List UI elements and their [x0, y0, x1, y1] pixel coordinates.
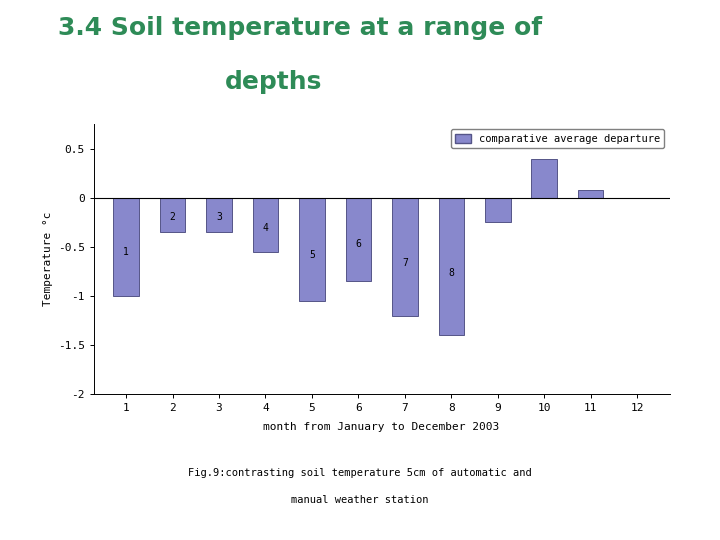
- Text: depths: depths: [225, 70, 323, 94]
- Text: 1: 1: [123, 247, 129, 257]
- Text: 4: 4: [263, 222, 269, 233]
- Text: 8: 8: [449, 268, 454, 279]
- X-axis label: month from January to December 2003: month from January to December 2003: [264, 422, 500, 431]
- Bar: [531, 159, 557, 198]
- Bar: [299, 198, 325, 301]
- Bar: [113, 198, 139, 296]
- Y-axis label: Temperature °c: Temperature °c: [43, 212, 53, 306]
- Bar: [392, 198, 418, 316]
- Text: 7: 7: [402, 258, 408, 268]
- Legend: comparative average departure: comparative average departure: [451, 130, 665, 148]
- Text: 3: 3: [216, 212, 222, 222]
- Text: 3.4 Soil temperature at a range of: 3.4 Soil temperature at a range of: [58, 16, 541, 40]
- Bar: [485, 198, 510, 222]
- Text: Fig.9:contrasting soil temperature 5cm of automatic and: Fig.9:contrasting soil temperature 5cm o…: [188, 468, 532, 478]
- Text: 5: 5: [309, 249, 315, 260]
- Bar: [206, 198, 232, 232]
- Text: 6: 6: [356, 239, 361, 249]
- Text: 2: 2: [170, 212, 176, 222]
- Bar: [160, 198, 185, 232]
- Bar: [578, 190, 603, 198]
- Bar: [253, 198, 278, 252]
- Bar: [438, 198, 464, 335]
- Bar: [346, 198, 371, 281]
- Text: manual weather station: manual weather station: [292, 495, 428, 505]
